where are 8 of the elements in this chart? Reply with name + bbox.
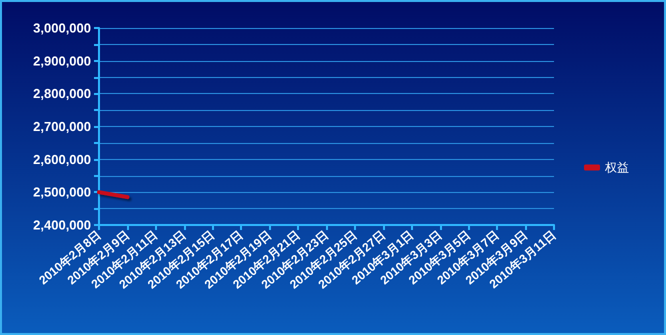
y-tick-label: 2,600,000 [33,152,91,167]
y-tick-label: 2,500,000 [33,184,91,200]
y-tick-label: 2,400,000 [33,218,91,232]
y-tick-label: 2,900,000 [33,53,91,68]
y-tick-label: 2,700,000 [33,119,91,134]
y-tick-label: 3,000,000 [33,20,91,36]
y-tick-label: 2,800,000 [33,86,91,102]
legend-label: 权益 [604,160,629,174]
